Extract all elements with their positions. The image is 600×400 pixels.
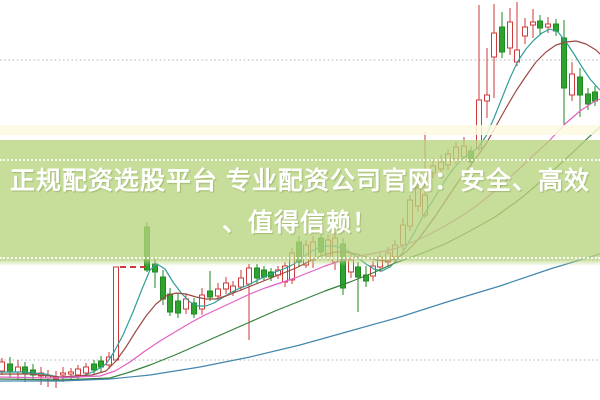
candle-body (499, 26, 505, 53)
candle-body (223, 282, 229, 290)
candle-body (68, 371, 74, 375)
candle-body (522, 26, 528, 37)
promo-banner-text: 正规配资选股平台 专业配资公司官网：安全、高效 、值得信赖！ (0, 160, 600, 244)
candle-body (199, 294, 205, 310)
candle-body (569, 73, 575, 96)
candle-body (7, 363, 13, 373)
candle-body (254, 267, 260, 279)
promo-banner: 正规配资选股平台 专业配资公司官网：安全、高效 、值得信赖！ (0, 140, 600, 259)
candle-body (75, 368, 81, 376)
gridline-overlay-lower (0, 257, 600, 259)
candle-body (370, 265, 376, 277)
candle-body (167, 293, 173, 313)
ma-blue-line (0, 253, 600, 382)
candle-body (160, 276, 166, 300)
candle-body (592, 91, 598, 102)
candle-body (530, 21, 536, 26)
candle-body (183, 298, 189, 310)
candle-body (207, 290, 213, 298)
candle-body (83, 366, 89, 374)
promo-text-line1: 正规配资选股平台 专业配资公司官网：安全、高效 (10, 167, 590, 195)
candle-body (238, 277, 244, 288)
candle-body (491, 32, 497, 58)
candle-body (246, 267, 252, 285)
candle-body (577, 76, 583, 96)
banner-bottom-fade (0, 259, 600, 266)
candle-body (215, 288, 221, 297)
candle-body (15, 366, 21, 373)
candle-body (60, 372, 66, 376)
candle-body (553, 23, 559, 32)
candle-body (537, 20, 543, 29)
candle-body (175, 300, 181, 314)
gridline-overlay-upper (0, 159, 600, 161)
candle-body (91, 363, 97, 371)
promo-text-line2: 、值得信赖！ (221, 209, 378, 237)
candle-body (106, 356, 112, 366)
candle-body (355, 266, 361, 278)
candle-body (585, 93, 591, 105)
candle-body (545, 23, 551, 28)
candle-body (484, 94, 490, 102)
candle-body (507, 21, 513, 49)
candle-body (561, 37, 567, 89)
candle-body (191, 302, 197, 315)
candle-body (0, 361, 5, 372)
